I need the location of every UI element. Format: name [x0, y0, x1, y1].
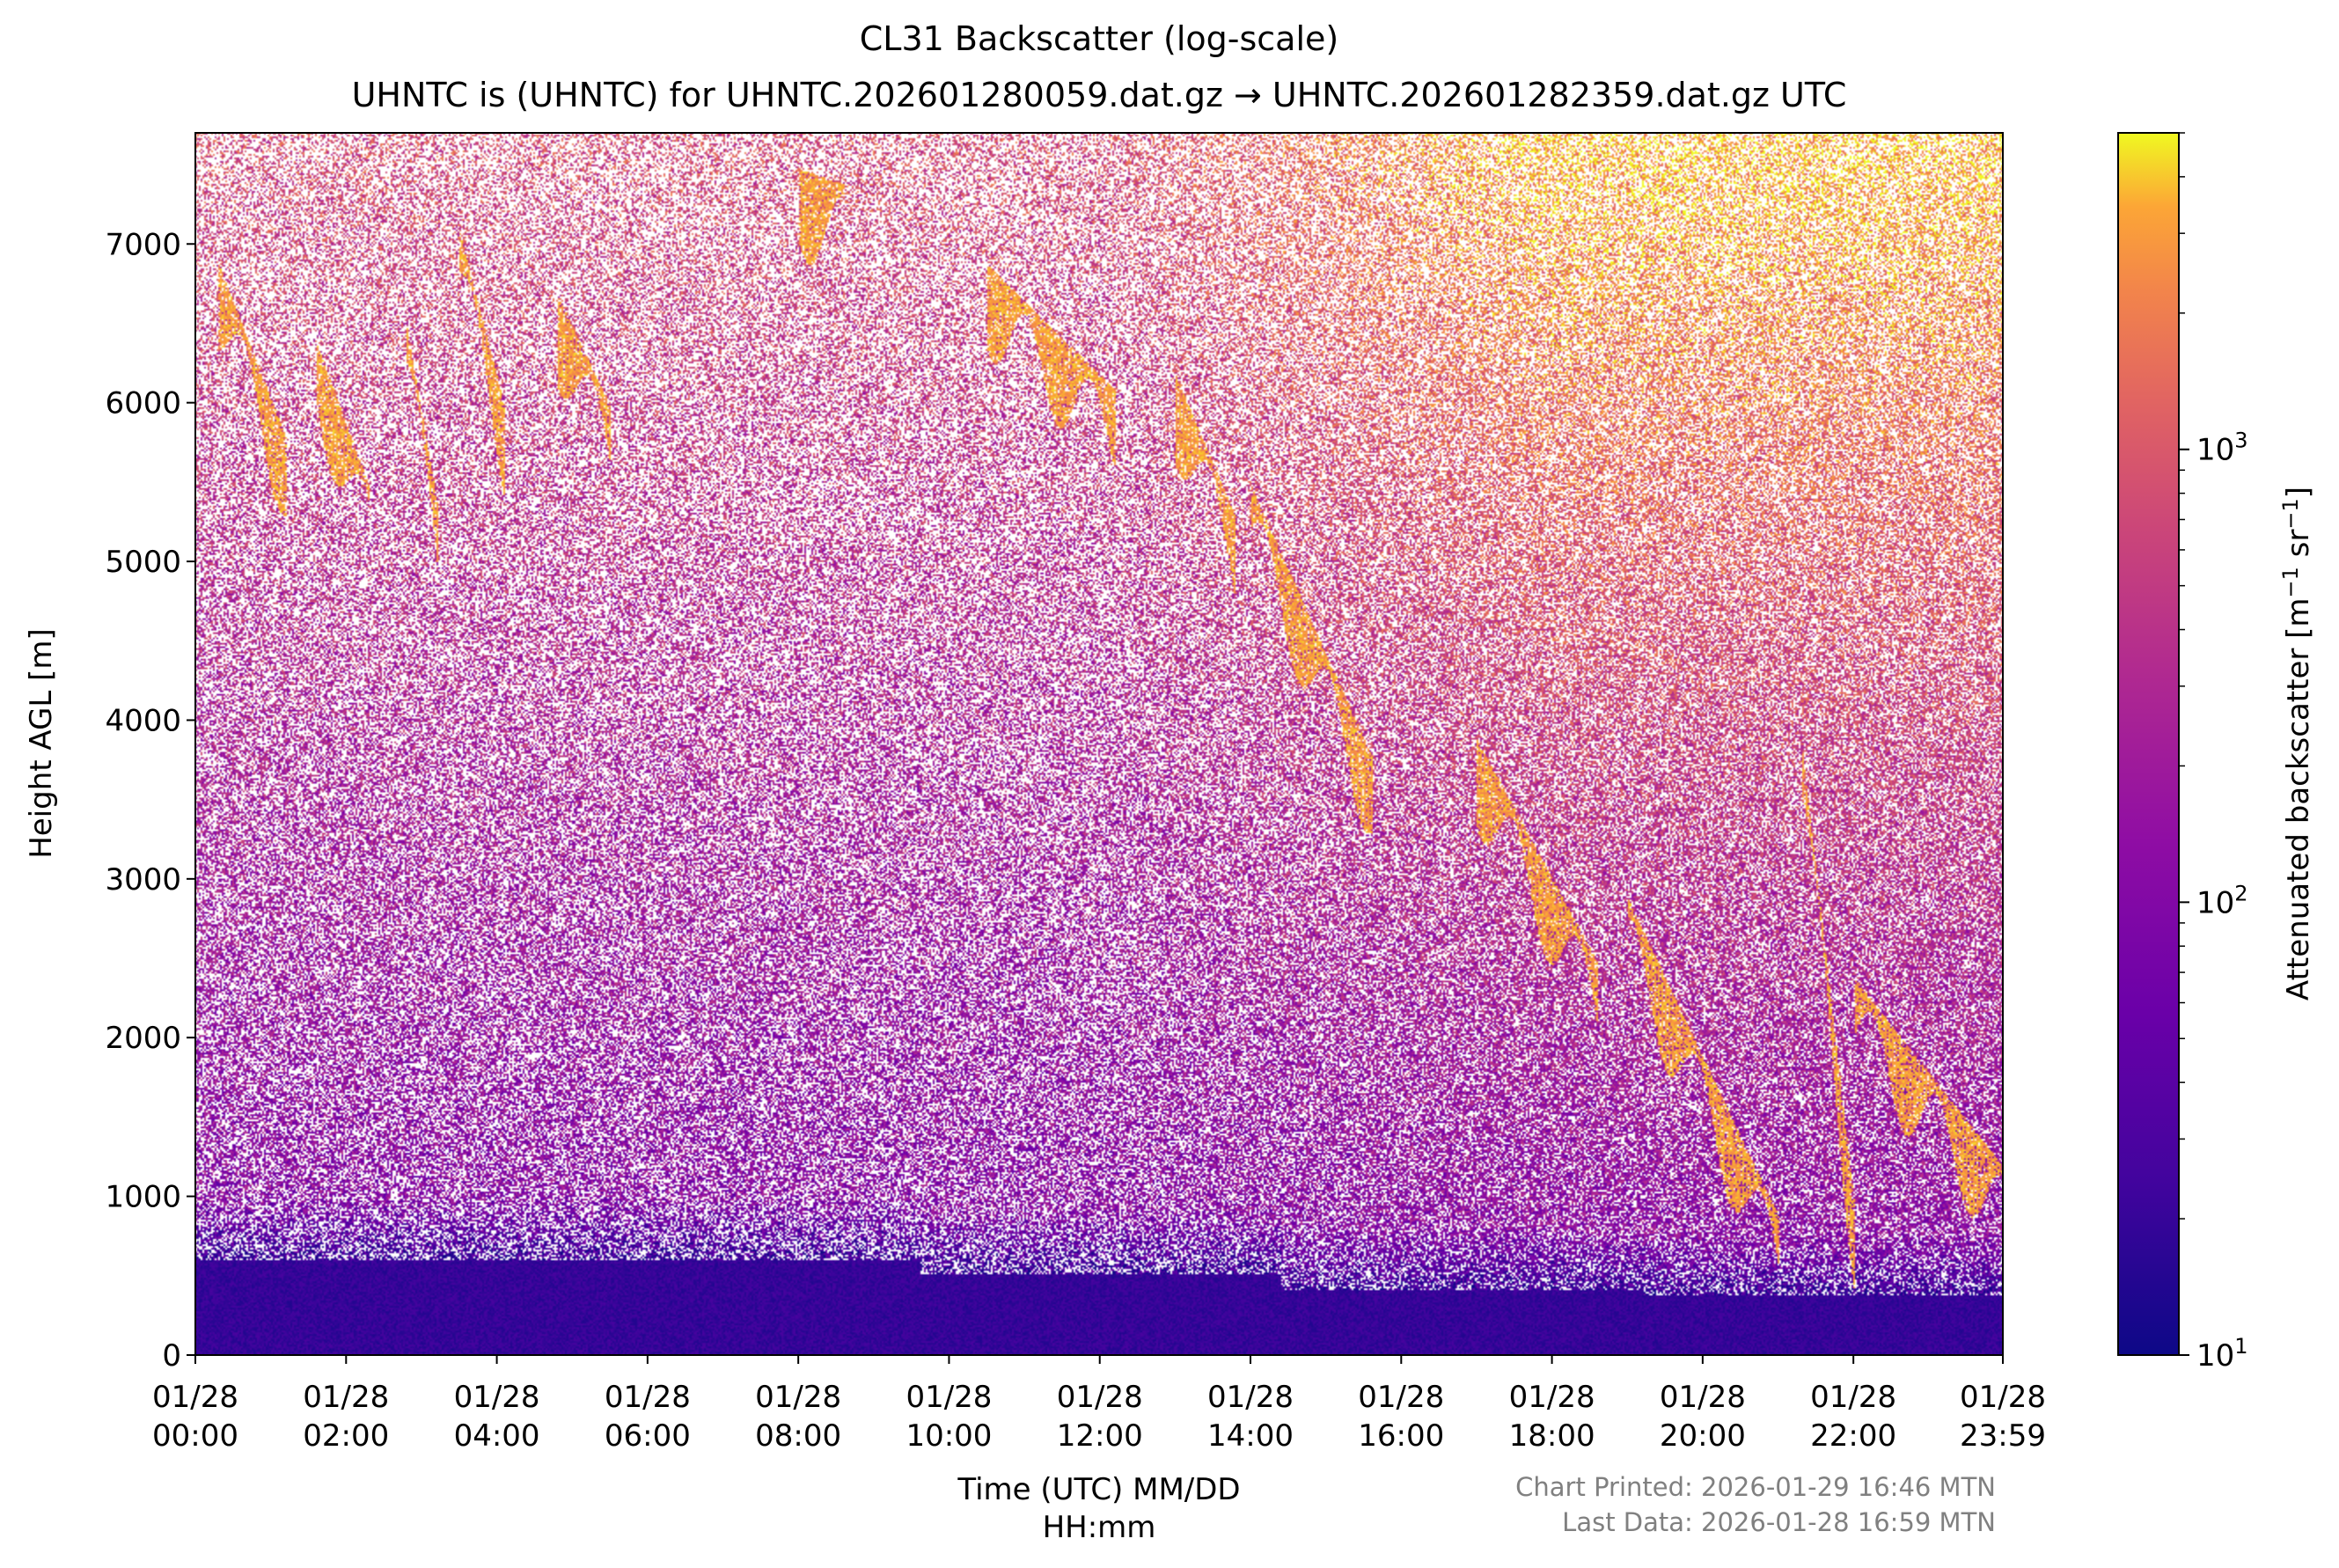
x-tick-label-time: 22:00	[1810, 1418, 1896, 1454]
y-tick-label: 5000	[105, 545, 181, 580]
x-tick-label-date: 01/28	[1057, 1380, 1143, 1415]
x-tick-label-time: 00:00	[152, 1418, 238, 1454]
x-tick-label-time: 04:00	[454, 1418, 540, 1454]
chart-subtitle: UHNTC is (UHNTC) for UHNTC.202601280059.…	[352, 76, 1847, 114]
x-tick-label-time: 14:00	[1207, 1418, 1294, 1454]
x-tick-label-date: 01/28	[1960, 1380, 2046, 1415]
colorbar-tick-label: 102	[2196, 881, 2248, 920]
heatmap-canvas	[195, 133, 2003, 1355]
x-tick-label-date: 01/28	[1509, 1380, 1595, 1415]
chart-title: CL31 Backscatter (log-scale)	[860, 19, 1338, 58]
x-axis-label-line2: HH:mm	[1043, 1510, 1156, 1545]
x-axis-label-line1: Time (UTC) MM/DD	[957, 1472, 1240, 1507]
x-tick-label-date: 01/28	[755, 1380, 841, 1415]
y-tick-label: 3000	[105, 862, 181, 898]
x-tick-label-time: 06:00	[605, 1418, 691, 1454]
chart-printed-note: Chart Printed: 2026-01-29 16:46 MTN	[1515, 1472, 1996, 1502]
x-tick-label-date: 01/28	[1660, 1380, 1746, 1415]
y-axis: 0 1000 2000 3000 4000 5000 6000 7000	[105, 227, 195, 1374]
last-data-note: Last Data: 2026-01-28 16:59 MTN	[1562, 1507, 1996, 1537]
y-tick-label: 6000	[105, 386, 181, 421]
x-tick-label-date: 01/28	[1810, 1380, 1896, 1415]
x-tick-label-time: 20:00	[1660, 1418, 1746, 1454]
x-tick-label-date: 01/28	[906, 1380, 992, 1415]
x-tick-label-time: 18:00	[1509, 1418, 1595, 1454]
x-tick-label-date: 01/28	[1207, 1380, 1294, 1415]
y-tick-label: 2000	[105, 1021, 181, 1056]
colorbar-tick-label: 103	[2196, 429, 2248, 468]
x-tick-label-time: 02:00	[303, 1418, 389, 1454]
colorbar-label: Attenuated backscatter [m−1 sr−1]	[2278, 487, 2316, 1000]
x-tick-label-date: 01/28	[1358, 1380, 1444, 1415]
x-tick-label-time: 23:59	[1960, 1418, 2046, 1454]
colorbar	[2117, 132, 2180, 1356]
y-axis-label: Height AGL [m]	[24, 628, 59, 859]
x-tick-label-time: 16:00	[1358, 1418, 1444, 1454]
x-tick-label-time: 10:00	[906, 1418, 992, 1454]
y-tick-label: 4000	[105, 703, 181, 738]
y-tick-label: 0	[162, 1338, 181, 1374]
x-tick-label-time: 08:00	[755, 1418, 841, 1454]
colorbar-axis: 101 102 103	[2179, 132, 2248, 1374]
colorbar-tick-label: 101	[2196, 1334, 2248, 1374]
y-tick-label: 7000	[105, 227, 181, 262]
x-tick-label-date: 01/28	[152, 1380, 238, 1415]
x-tick-label-date: 01/28	[605, 1380, 691, 1415]
y-tick-label: 1000	[105, 1180, 181, 1215]
x-tick-label-time: 12:00	[1057, 1418, 1143, 1454]
x-axis: 01/2800:0001/2802:0001/2804:0001/2806:00…	[152, 1355, 2046, 1454]
x-tick-label-date: 01/28	[303, 1380, 389, 1415]
x-tick-label-date: 01/28	[454, 1380, 540, 1415]
